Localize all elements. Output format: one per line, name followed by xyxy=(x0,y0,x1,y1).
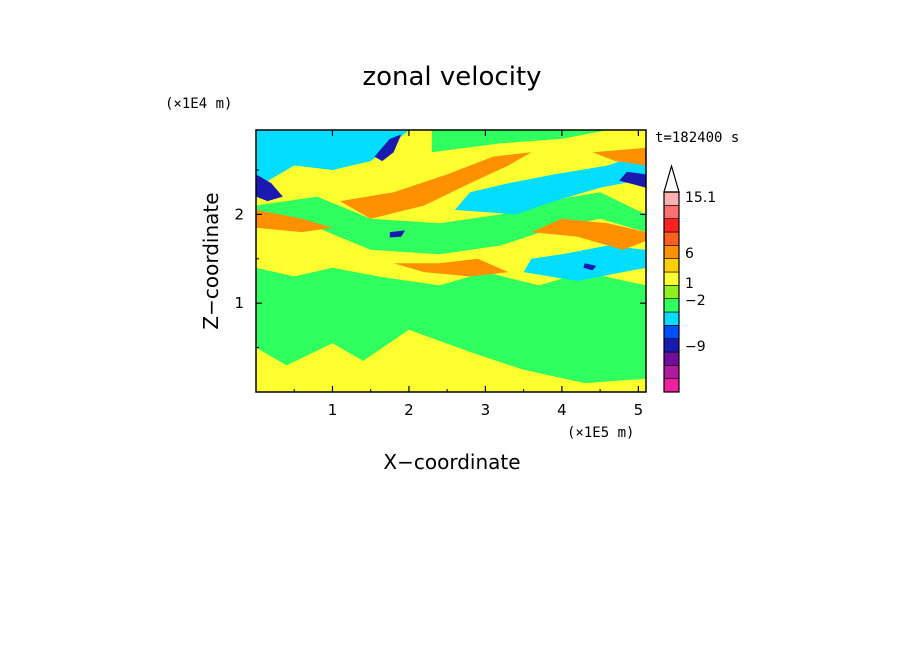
colorbar-segment xyxy=(663,298,680,313)
x-axis: 1 2 3 4 5 xyxy=(293,130,644,419)
y-tick-label: 1 xyxy=(234,294,244,312)
x-axis-label: X−coordinate xyxy=(383,450,520,474)
colorbar-segment xyxy=(663,285,680,299)
field-band-dark_blue-16 xyxy=(583,263,597,271)
colorbar-tick-label: 6 xyxy=(685,246,694,262)
colorbar-segment xyxy=(663,325,680,339)
field-band-green-6 xyxy=(431,130,608,153)
time-label: t=182400 s xyxy=(655,130,739,146)
colorbar-tick-label: 1 xyxy=(685,276,694,292)
x-tick-label: 3 xyxy=(481,401,491,419)
colorbar-segment xyxy=(663,351,680,366)
field-band-dark_blue-15 xyxy=(389,230,406,238)
field-band-orange-11 xyxy=(592,147,646,166)
colorbar-segment xyxy=(663,311,680,326)
y-axis: 12 xyxy=(234,169,646,349)
field-band-dark_blue-13 xyxy=(374,134,402,162)
colorbar-segment xyxy=(663,258,680,273)
field-band-cyan-4 xyxy=(454,152,646,215)
velocity-field xyxy=(256,130,646,392)
colorbar-segment xyxy=(663,191,680,206)
field-band-orange-9 xyxy=(531,218,646,250)
x-unit-label: (×1E5 m) xyxy=(567,425,634,441)
colorbar-segment xyxy=(663,245,680,259)
colorbar-segment xyxy=(663,218,680,233)
field-band-dark_blue-14 xyxy=(619,171,646,188)
field-band-orange-7 xyxy=(340,152,532,219)
x-tick-label: 1 xyxy=(328,401,338,419)
y-unit-label: (×1E4 m) xyxy=(165,96,232,112)
colorbar: 15.1 6 1−2 −9 xyxy=(663,163,716,393)
field-band-orange-10 xyxy=(393,258,509,277)
colorbar-frame xyxy=(663,191,680,393)
colorbar-segment xyxy=(663,365,680,379)
x-tick-label: 4 xyxy=(557,401,567,419)
field-band-orange-8 xyxy=(256,209,333,233)
field-band-green-2 xyxy=(256,192,646,255)
plot-frame xyxy=(255,129,647,393)
colorbar-segment xyxy=(663,271,680,286)
field-band-dark_blue-12 xyxy=(256,174,283,202)
y-axis-label: Z−coordinate xyxy=(199,192,223,329)
colorbar-segment xyxy=(663,231,680,246)
colorbar-extend-arrow xyxy=(663,163,680,193)
x-tick-label: 5 xyxy=(634,401,644,419)
field-band-cyan-3 xyxy=(256,130,409,188)
field-band-green-1 xyxy=(256,267,646,384)
x-tick-label: 2 xyxy=(404,401,414,419)
y-tick-label: 2 xyxy=(234,205,244,223)
colorbar-tick-label: −9 xyxy=(685,339,706,355)
colorbar-segment xyxy=(663,205,680,219)
colorbar-segment xyxy=(663,338,680,353)
colorbar-tick-label: −2 xyxy=(685,293,706,309)
colorbar-tick-label: 15.1 xyxy=(685,190,716,206)
colorbar-segment xyxy=(663,378,680,393)
chart-title: zonal velocity xyxy=(362,62,541,92)
